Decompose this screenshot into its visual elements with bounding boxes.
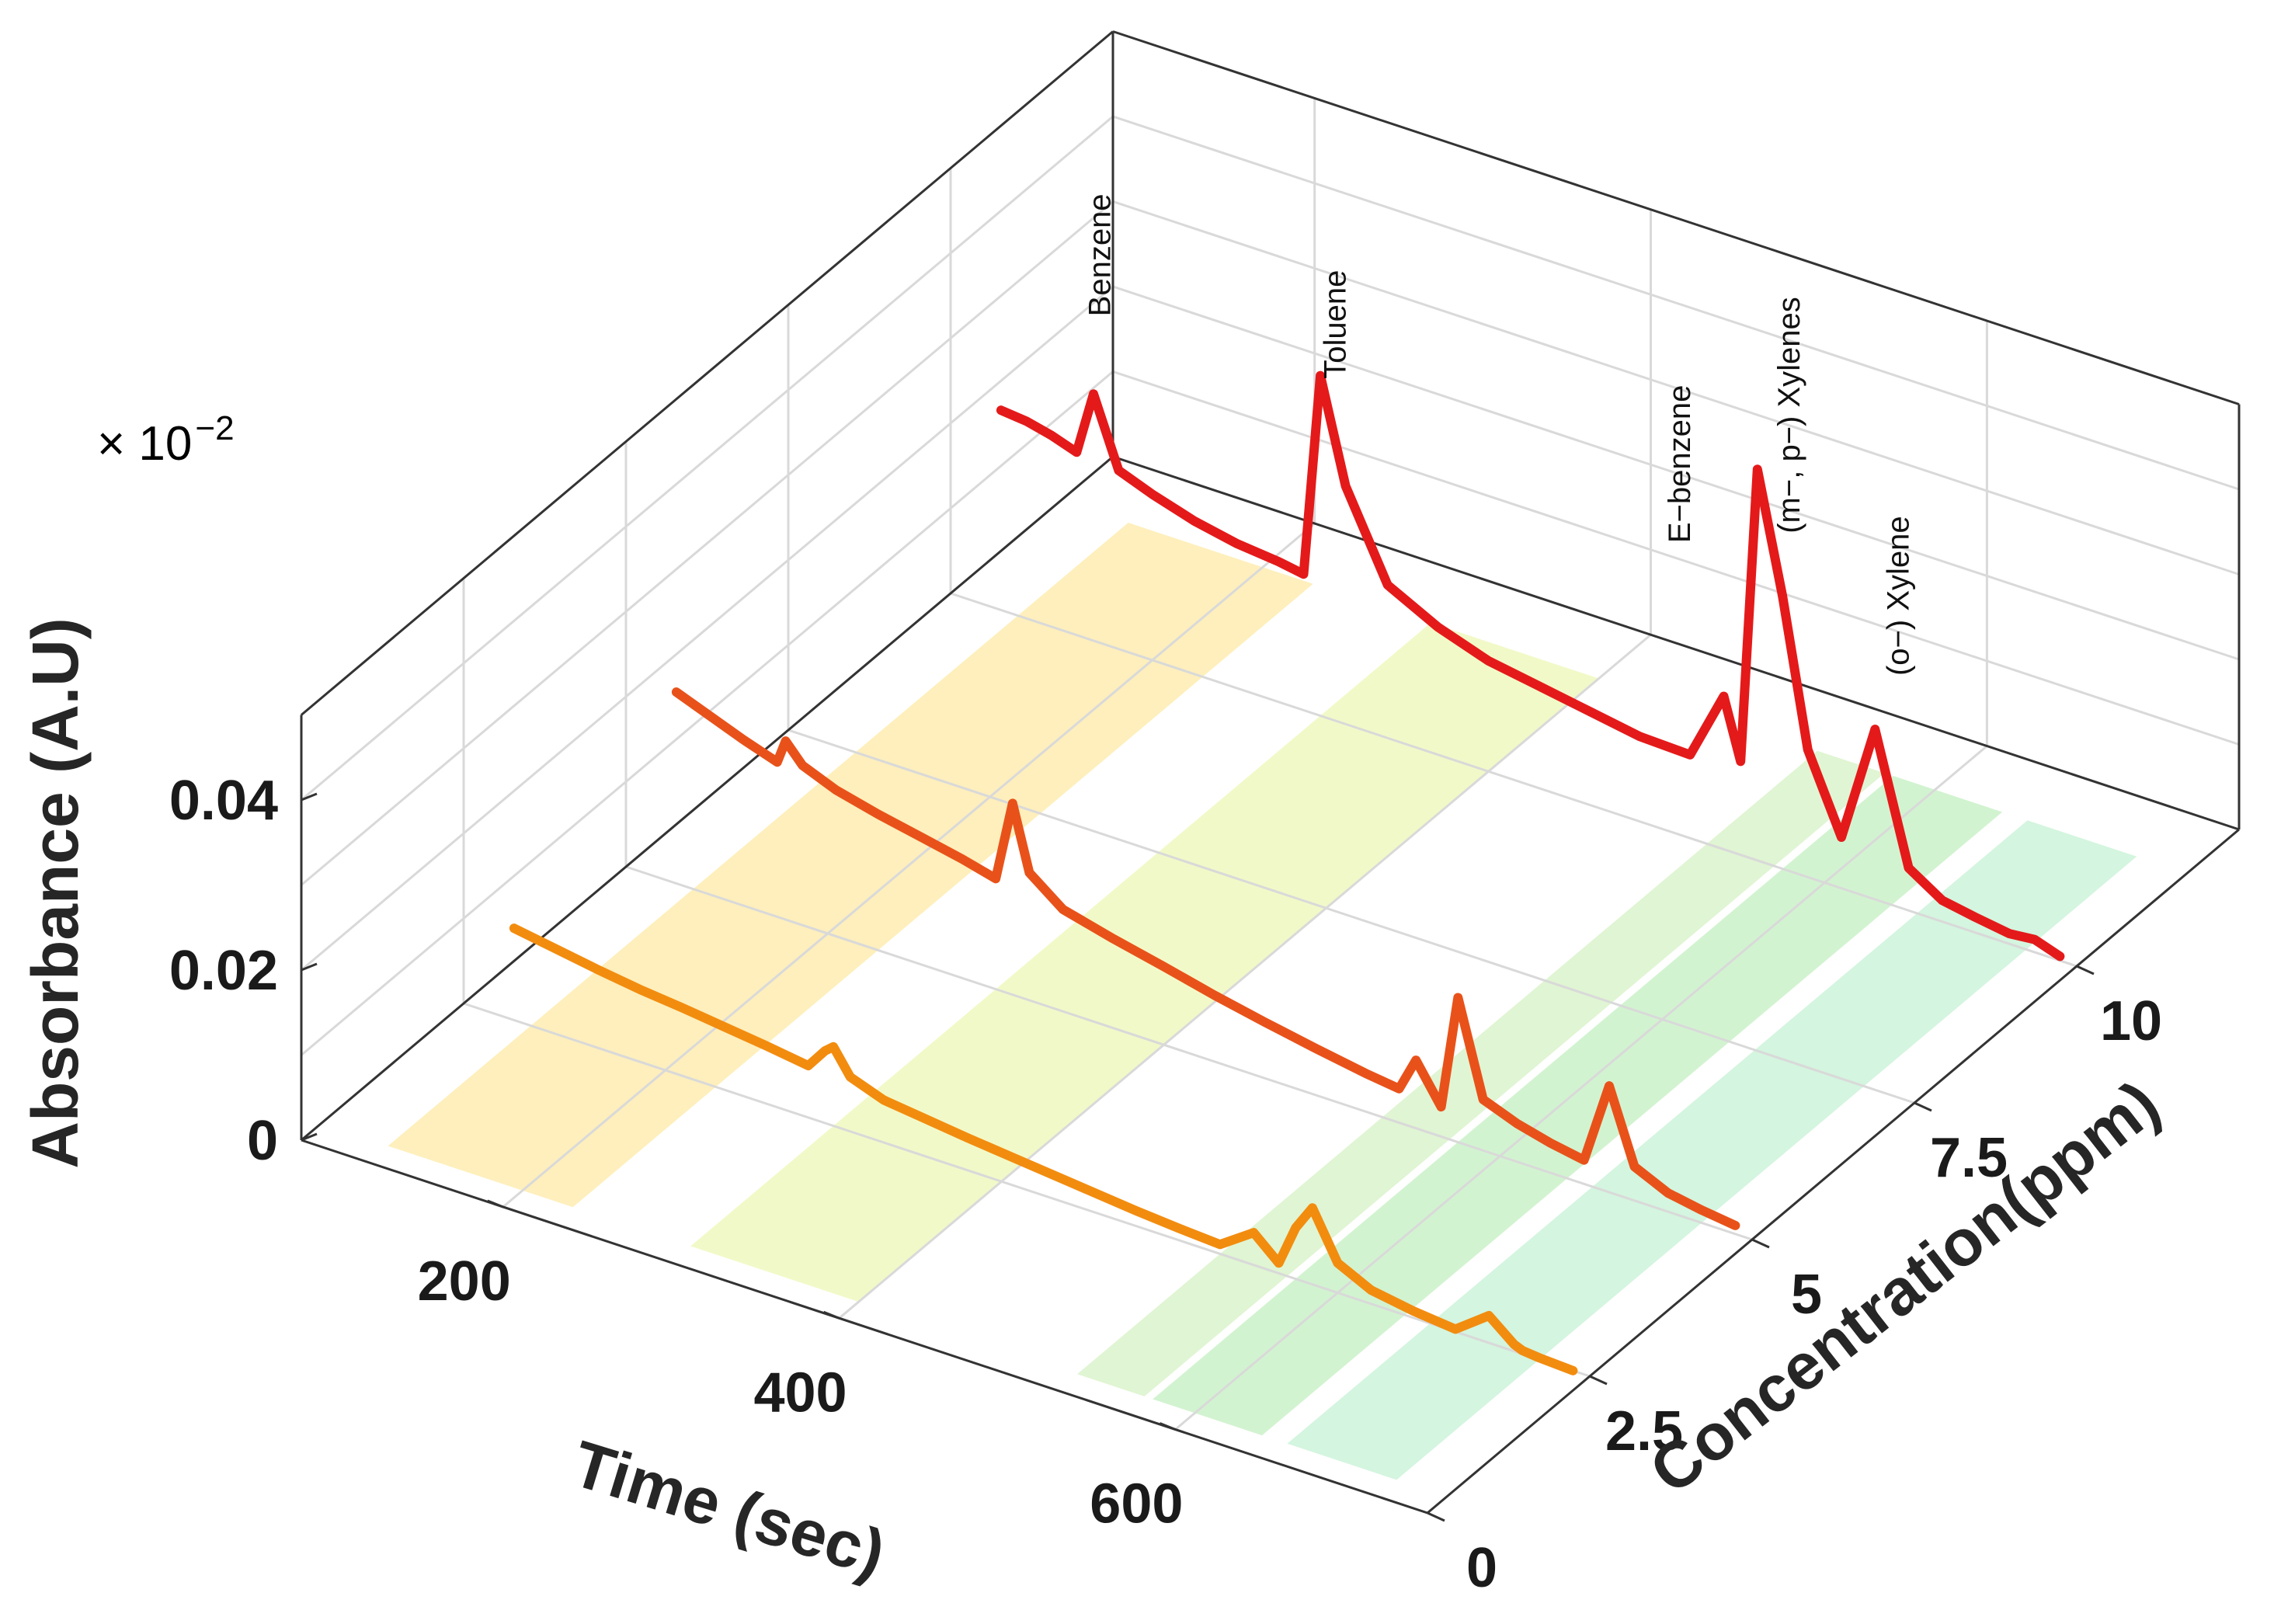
tick-labels: 200 400 600 0 2.5 5 7.5 10 0 0.02 0.04: [169, 770, 2162, 1599]
x-axis-title: Time (sec): [565, 1427, 893, 1591]
grid-y-floor-1: [463, 1002, 1591, 1378]
grid-z-2: [301, 115, 2240, 802]
x-tick-label-0: 200: [418, 1250, 511, 1313]
annotations: Benzene Toluene E−benzene (m−, p−) Xylenes (…: [1083, 193, 1916, 676]
series-lines: [509, 370, 2065, 1375]
grid-y-floor-2: [625, 865, 1753, 1241]
z-tick-mark-2: [301, 792, 318, 802]
z-tick-mark-0: [301, 1132, 318, 1142]
y-tick-mark-1: [1589, 1375, 1608, 1386]
y-tick-mark-2: [1751, 1238, 1770, 1249]
z-tick-label-0: 0: [247, 1110, 278, 1172]
y-tick-label-1: 2.5: [1605, 1400, 1683, 1462]
box-edge-1: [1427, 828, 2240, 1514]
z-multiplier-base: × 10: [97, 417, 192, 471]
box-edge-7: [301, 30, 1114, 716]
grid-y-floor-4: [950, 592, 2078, 968]
series-line-2-5: [509, 923, 1578, 1375]
x-tick-mark-0: [487, 1199, 504, 1208]
y-tick-label-4: 10: [2100, 990, 2162, 1052]
z-tick-label-2: 0.04: [169, 770, 278, 832]
band-4: [1287, 820, 2137, 1480]
y-tick-label-0: 0: [1466, 1537, 1497, 1599]
peak-label-0: Benzene: [1083, 193, 1118, 316]
y-tick-label-2: 5: [1791, 1264, 1822, 1326]
series-line-10: [996, 370, 2065, 962]
z-multiplier: × 10 −2: [97, 409, 235, 471]
band-1: [690, 622, 1599, 1302]
band-0: [388, 523, 1313, 1208]
x-tick-mark-1: [822, 1310, 840, 1320]
y-tick-label-3: 7.5: [1930, 1127, 2008, 1189]
x-tick-label-1: 400: [753, 1361, 847, 1424]
z-tick-label-1: 0.02: [169, 940, 278, 1002]
box-edge-2: [301, 455, 1114, 1142]
grid-y-floor-3: [788, 729, 1915, 1104]
peak-label-3: (m−, p−) Xylenes: [1772, 297, 1806, 534]
series-line-5: [671, 687, 1740, 1230]
box-edge-8: [1112, 30, 2240, 405]
y-tick-mark-0: [1427, 1511, 1445, 1522]
y-tick-mark-4: [2076, 965, 2095, 975]
peak-label-4: (o−) Xylene: [1882, 516, 1916, 676]
y-tick-mark-3: [1914, 1101, 1932, 1112]
peak-label-1: Toluene: [1319, 270, 1353, 379]
box-edge-3: [1112, 455, 2240, 831]
z-axis-title: Absorbance (A.U): [19, 617, 92, 1168]
x-tick-mark-2: [1159, 1422, 1176, 1431]
x-tick-label-2: 600: [1090, 1473, 1183, 1535]
z-tick-mark-1: [301, 962, 318, 972]
peak-label-2: E−benzene: [1663, 385, 1697, 544]
z-multiplier-exponent: −2: [195, 409, 234, 447]
